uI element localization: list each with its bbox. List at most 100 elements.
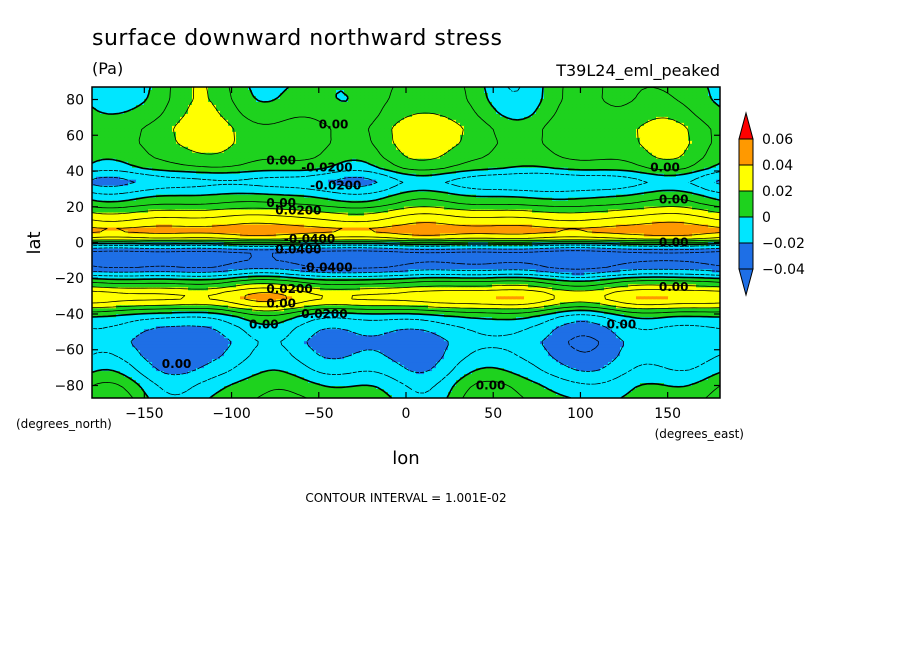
field-cell bbox=[428, 101, 433, 106]
field-cell bbox=[136, 87, 141, 91]
field-cell bbox=[648, 98, 653, 103]
field-cell bbox=[128, 92, 133, 97]
field-cell bbox=[584, 98, 589, 103]
field-cell bbox=[244, 98, 249, 103]
field-cell bbox=[332, 92, 337, 97]
field-cell bbox=[620, 101, 625, 106]
field-cell bbox=[156, 104, 161, 109]
field-cell bbox=[400, 107, 405, 112]
field-cell bbox=[496, 95, 501, 100]
field-cell bbox=[384, 87, 389, 91]
field-cell bbox=[628, 87, 633, 91]
field-cell bbox=[160, 87, 165, 91]
field-cell bbox=[608, 98, 613, 103]
field-cell bbox=[92, 87, 97, 91]
field-cell bbox=[688, 101, 693, 106]
field-cell bbox=[576, 98, 581, 103]
field-cell bbox=[716, 98, 720, 103]
field-cell bbox=[300, 89, 305, 94]
field-cell bbox=[452, 104, 457, 109]
field-cell bbox=[392, 89, 397, 94]
field-cell bbox=[384, 92, 389, 97]
field-cell bbox=[212, 98, 217, 103]
field-cell bbox=[348, 98, 353, 103]
field-cell bbox=[224, 95, 229, 100]
field-cell bbox=[184, 107, 189, 112]
field-cell bbox=[136, 101, 141, 106]
field-cell bbox=[96, 92, 101, 97]
field-cell bbox=[428, 87, 433, 91]
field-cell bbox=[668, 104, 673, 109]
field-cell bbox=[408, 95, 413, 100]
field-cell bbox=[436, 92, 441, 97]
field-cell bbox=[320, 87, 325, 91]
field-cell bbox=[124, 104, 129, 109]
field-cell bbox=[152, 89, 157, 94]
field-cell bbox=[556, 87, 561, 91]
field-cell bbox=[488, 89, 493, 94]
field-cell bbox=[532, 104, 537, 109]
field-cell bbox=[160, 92, 165, 97]
field-cell bbox=[508, 89, 513, 94]
field-cell bbox=[300, 104, 305, 109]
field-cell bbox=[304, 101, 309, 106]
field-cell bbox=[384, 95, 389, 100]
field-cell bbox=[332, 87, 337, 91]
field-cell bbox=[196, 104, 201, 109]
field-cell bbox=[644, 87, 649, 91]
field-cell bbox=[212, 101, 217, 106]
field-cell bbox=[112, 89, 117, 94]
field-cell bbox=[244, 92, 249, 97]
field-cell bbox=[244, 104, 249, 109]
field-cell bbox=[544, 104, 549, 109]
field-cell bbox=[104, 101, 109, 106]
field-cell bbox=[204, 92, 209, 97]
field-cell bbox=[488, 87, 493, 91]
field-cell bbox=[272, 92, 277, 97]
field-cell bbox=[500, 98, 505, 103]
field-cell bbox=[224, 87, 229, 91]
field-cell bbox=[624, 104, 629, 109]
field-cell bbox=[316, 107, 321, 112]
field-cell bbox=[180, 95, 185, 100]
field-cell bbox=[300, 107, 305, 112]
field-cell bbox=[436, 107, 441, 112]
field-cell bbox=[100, 107, 105, 112]
field-cell bbox=[648, 89, 653, 94]
field-cell bbox=[716, 89, 720, 94]
field-cell bbox=[512, 92, 517, 97]
field-cell bbox=[520, 98, 525, 103]
field-cell bbox=[680, 95, 685, 100]
field-cell bbox=[344, 101, 349, 106]
field-cell bbox=[296, 98, 301, 103]
field-cell bbox=[664, 89, 669, 94]
field-cell bbox=[572, 98, 577, 103]
field-cell bbox=[680, 87, 685, 91]
field-cell bbox=[252, 92, 257, 97]
field-cell bbox=[300, 92, 305, 97]
field-cell bbox=[156, 87, 161, 91]
field-cell bbox=[212, 89, 217, 94]
field-cell bbox=[652, 89, 657, 94]
field-cell bbox=[388, 104, 393, 109]
field-cell bbox=[396, 107, 401, 112]
field-cell bbox=[144, 107, 149, 112]
field-cell bbox=[212, 107, 217, 112]
field-cell bbox=[164, 95, 169, 100]
field-cell bbox=[468, 107, 473, 112]
field-cell bbox=[672, 98, 677, 103]
field-cell bbox=[532, 92, 537, 97]
field-cell bbox=[168, 104, 173, 109]
field-cell bbox=[144, 101, 149, 106]
field-cell bbox=[604, 101, 609, 106]
field-cell bbox=[568, 104, 573, 109]
field-cell bbox=[240, 89, 245, 94]
field-cell bbox=[472, 95, 477, 100]
field-cell bbox=[716, 95, 720, 100]
field-cell bbox=[288, 87, 293, 91]
field-cell bbox=[192, 104, 197, 109]
field-cell bbox=[228, 101, 233, 106]
field-cell bbox=[468, 89, 473, 94]
field-cell bbox=[336, 95, 341, 100]
